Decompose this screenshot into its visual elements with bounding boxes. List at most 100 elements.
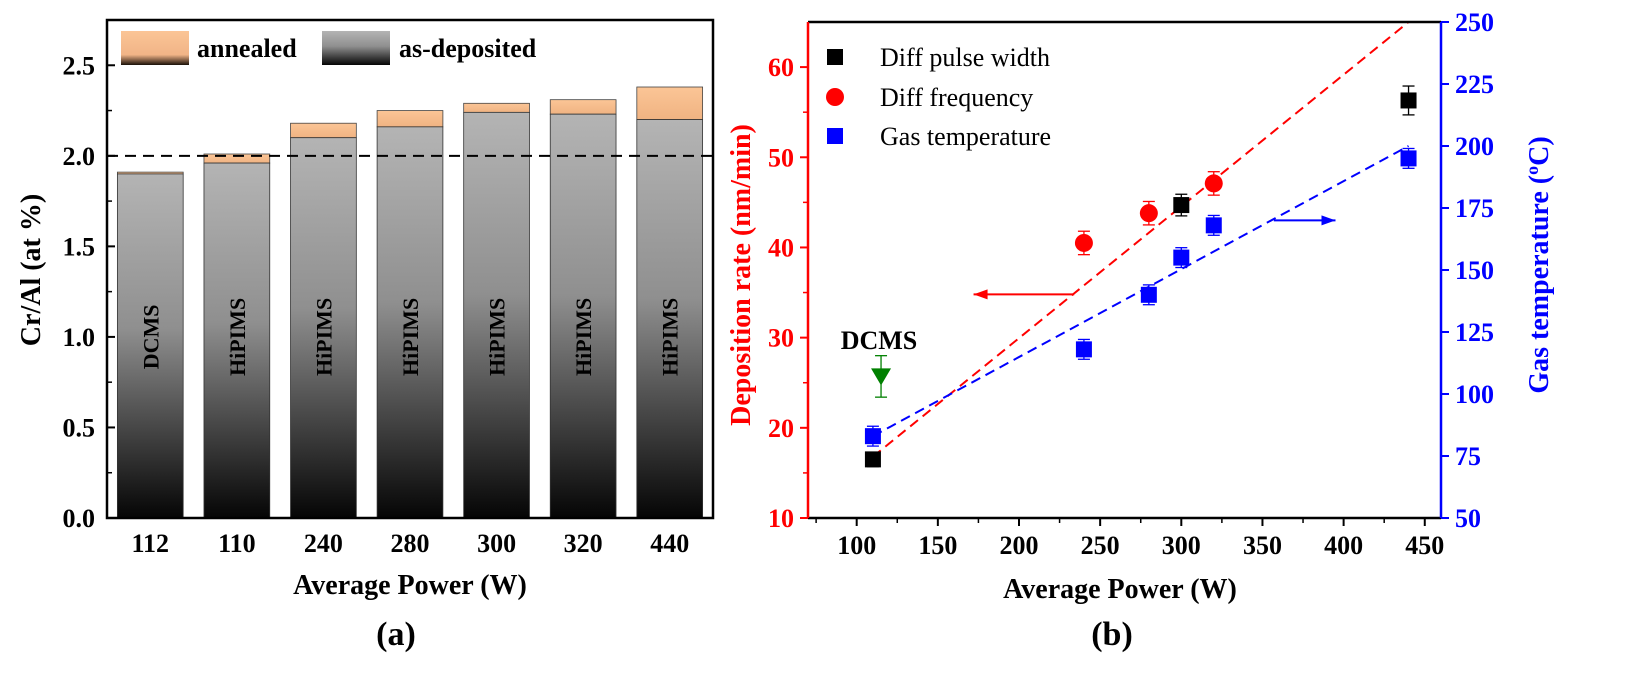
legend-marker-gas-temperature: [827, 128, 843, 144]
x-axis-label: Average Power (W): [293, 570, 527, 601]
x-axis: 112 110 240 280 300 320 440: [131, 529, 689, 558]
panel-label-b: (b): [1091, 616, 1133, 653]
x-tick-label: 250: [1081, 531, 1120, 560]
y2-tick-label: 75: [1455, 442, 1481, 471]
y2-label-suffix: C): [1524, 136, 1555, 166]
y-tick-label: 0.5: [63, 413, 96, 442]
y-axis-label: Cr/Al (at %): [16, 194, 47, 346]
bar-as-deposited: [116, 173, 184, 519]
y2-tick-label: 175: [1455, 194, 1494, 223]
bar-as-deposited: [463, 111, 530, 519]
y2-tick-label: 100: [1455, 380, 1494, 409]
chart-b: 100 150 200 250 300 350 400 450 10 20 30 40 50 60 50…: [726, 8, 1555, 653]
x-tick-label: 300: [1162, 531, 1201, 560]
y-tick-label: 20: [768, 414, 794, 443]
legend-label-diff-pulse-width: Diff pulse width: [880, 43, 1050, 72]
bar-as-deposited: [549, 113, 617, 519]
x-tick-label: 450: [1405, 531, 1444, 560]
y-tick-label: 30: [768, 324, 794, 353]
y-tick-label: 60: [768, 53, 794, 82]
bar-text-label: HiPIMS: [571, 298, 596, 376]
y2-tick-label: 225: [1455, 70, 1494, 99]
y-tick-label: 2.5: [63, 51, 96, 80]
y-axis-label-right: Gas temperature (oC): [1522, 136, 1555, 393]
data-point: [1074, 233, 1093, 252]
legend: annealed as-deposited: [121, 31, 537, 65]
y-tick-label: 1.0: [63, 323, 96, 352]
annotation-dcms: DCMS: [841, 326, 918, 355]
bar-text-label: HiPIMS: [398, 298, 423, 376]
plot-frame: [105, 18, 715, 520]
data-point: [1400, 92, 1417, 109]
data-point: [871, 368, 892, 386]
bar-text-label: HiPIMS: [311, 298, 336, 376]
data-point: [864, 428, 881, 445]
y-axis-left: 10 20 30 40 50 60: [768, 53, 808, 533]
bar-as-deposited: [290, 137, 357, 519]
legend-marker-diff-frequency: [826, 88, 844, 106]
chart-a: DCMS HiPIMS HiPIMS HiPIMS HiPIMS HiPIMS HiPIMS…: [16, 18, 715, 653]
y2-label-prefix: Gas temperature (: [1524, 175, 1555, 394]
fit-lines: [872, 21, 1410, 458]
y-tick-label: 50: [768, 143, 794, 172]
bar-text-label: HiPIMS: [658, 298, 683, 376]
x-tick-label: 150: [918, 531, 957, 560]
legend-swatch-as-deposited: [322, 31, 390, 65]
bar-annealed: [636, 86, 704, 121]
legend-label-as-deposited: as-deposited: [399, 34, 537, 63]
y-tick-label: 1.5: [63, 232, 96, 261]
data-point: [1204, 174, 1223, 193]
x-tick-label: 110: [218, 529, 256, 558]
y2-tick-label: 250: [1455, 8, 1494, 37]
y2-tick-label: 200: [1455, 132, 1494, 161]
x-tick-label: 200: [1000, 531, 1039, 560]
y-tick-label: 10: [768, 504, 794, 533]
x-tick-label: 112: [131, 529, 169, 558]
y2-tick-label: 150: [1455, 256, 1494, 285]
bar-as-deposited: [376, 126, 444, 519]
bar-text-label: HiPIMS: [485, 298, 510, 376]
y-axis: 0.0 0.5 1.0 1.5 2.0 2.5: [63, 51, 115, 533]
y2-tick-label: 50: [1455, 504, 1481, 533]
legend-label-diff-frequency: Diff frequency: [880, 83, 1033, 112]
legend-label-annealed: annealed: [197, 34, 297, 63]
bar-as-deposited: [636, 119, 704, 519]
bar-annealed: [290, 122, 357, 139]
y-tick-label: 0.0: [63, 504, 96, 533]
legend-label-gas-temperature: Gas temperature: [880, 122, 1051, 151]
bar-text-label: HiPIMS: [225, 298, 250, 376]
fit-line: [872, 21, 1410, 458]
data-point: [1140, 286, 1157, 303]
legend-swatch-annealed: [121, 31, 189, 65]
y-axis-right: 50 75 100 125 150 175 200 225 250: [1441, 8, 1494, 533]
x-axis-label: Average Power (W): [1003, 574, 1237, 605]
x-tick-label: 320: [564, 529, 603, 558]
y2-label-sup: o: [1522, 166, 1542, 175]
x-tick-label: 400: [1324, 531, 1363, 560]
bar-annealed: [549, 99, 617, 115]
data-point: [1173, 249, 1190, 266]
y-tick-label: 2.0: [63, 142, 96, 171]
bar-text-label: DCMS: [138, 305, 163, 370]
x-axis: 100 150 200 250 300 350 400 450: [815, 518, 1444, 560]
bars-group: DCMS HiPIMS HiPIMS HiPIMS HiPIMS HiPIMS HiPIMS: [116, 86, 704, 519]
x-tick-label: 350: [1243, 531, 1282, 560]
x-tick-label: 300: [477, 529, 516, 558]
bar-annealed: [463, 102, 530, 113]
bar-as-deposited: [203, 162, 271, 519]
legend-marker-diff-pulse-width: [827, 49, 843, 65]
x-tick-label: 240: [304, 529, 343, 558]
data-point: [1205, 217, 1222, 234]
arrow-head: [973, 289, 988, 300]
panel-label-a: (a): [376, 616, 416, 653]
data-point: [1139, 204, 1158, 223]
bar-annealed: [376, 110, 444, 128]
legend: Diff pulse width Diff frequency Gas temp…: [826, 43, 1051, 151]
data-point: [1400, 150, 1417, 167]
x-tick-label: 440: [650, 529, 689, 558]
data-point: [1075, 341, 1092, 358]
data-point: [864, 451, 881, 468]
fit-line: [872, 145, 1410, 438]
y-axis-label-left: Deposition rate (nm/min): [726, 124, 757, 426]
